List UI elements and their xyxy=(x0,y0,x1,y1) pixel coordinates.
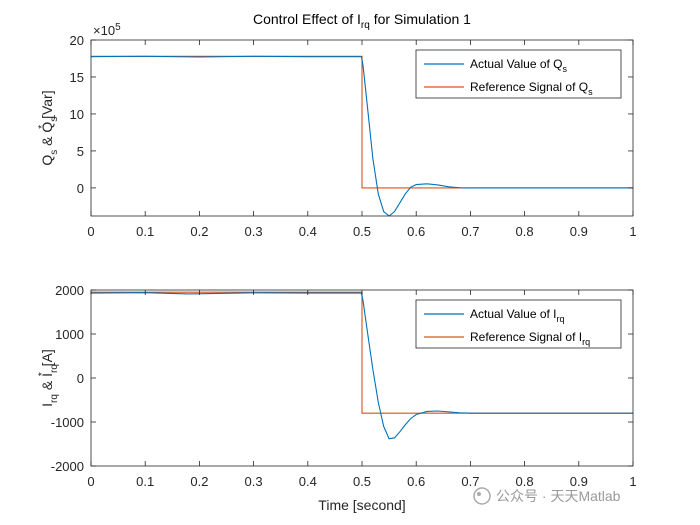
bottom-axes: 0 0.1 0.2 0.3 0.4 0.5 0.6 0.7 0.8 0.9 1 -2000 -1000 0… xyxy=(37,283,637,513)
y-tick-label: 0 xyxy=(77,181,84,196)
legend: Actual Value of Irq Reference Signal of I… xyxy=(415,299,622,349)
x-tick-label: 0.9 xyxy=(570,224,588,239)
x-tick-label: 0.3 xyxy=(245,474,263,489)
x-tick-label: 0 xyxy=(87,224,94,239)
y-tick-label: 10 xyxy=(70,107,84,122)
x-tick-label: 0.2 xyxy=(190,224,208,239)
x-tick-label: 0.1 xyxy=(136,474,154,489)
x-tick-label: 0.9 xyxy=(570,474,588,489)
x-tick-label: 0.8 xyxy=(516,224,534,239)
chart-title: Control Effect of Irq for Simulation 1 xyxy=(253,11,471,31)
y-axis-label: Irq & Irq* [A] xyxy=(37,349,60,407)
x-tick-label: 0.8 xyxy=(516,474,534,489)
x-tick-label: 1 xyxy=(629,474,636,489)
x-tick-label: 0.1 xyxy=(136,224,154,239)
x-tick-label: 0.3 xyxy=(245,224,263,239)
y-tick-label: 0 xyxy=(77,371,84,386)
x-tick-label: 0.4 xyxy=(299,224,317,239)
legend: Actual Value of Qs Reference Signal of Qs xyxy=(415,49,622,99)
y-tick-label: 2000 xyxy=(55,283,84,298)
series-actual-line xyxy=(91,55,633,216)
legend-box xyxy=(415,299,622,349)
x-tick-label: 1 xyxy=(629,224,636,239)
x-tick-label: 0.5 xyxy=(353,224,371,239)
wechat-icon-inner xyxy=(477,492,481,496)
series-actual-line xyxy=(91,292,633,440)
x-tick-label: 0.5 xyxy=(353,474,371,489)
x-axis-label: Time [second] xyxy=(318,497,405,513)
watermark: 公众号 · 天天Matlab xyxy=(473,487,621,505)
y-tick-label: 5 xyxy=(77,144,84,159)
y-tick-label: 15 xyxy=(70,70,84,85)
series-group xyxy=(91,55,633,216)
legend-box xyxy=(415,49,622,99)
x-tick-label: 0.6 xyxy=(407,224,425,239)
wechat-icon xyxy=(473,487,491,505)
x-tick-label: 0.7 xyxy=(461,224,479,239)
legend-entry: Actual Value of Qs xyxy=(470,57,568,74)
legend-entry: Actual Value of Irq xyxy=(470,307,565,324)
x-tick-label: 0.4 xyxy=(299,474,317,489)
y-axis-label: Qs & Qs* [Var] xyxy=(37,90,60,165)
x-tick-label: 0 xyxy=(87,474,94,489)
legend-entry: Reference Signal of Qs xyxy=(470,80,593,97)
y-tick-label: -2000 xyxy=(51,459,84,474)
x-tick-label: 0.2 xyxy=(190,474,208,489)
y-tick-label: 20 xyxy=(70,33,84,48)
x-tick-label: 0.6 xyxy=(407,474,425,489)
top-axes: 0 0.1 0.2 0.3 0.4 0.5 0.6 0.7 0.8 0.9 105101520×10… xyxy=(37,11,637,239)
watermark-text: 公众号 · 天天Matlab xyxy=(496,488,621,504)
x-tick-label: 0.7 xyxy=(461,474,479,489)
legend-entry: Reference Signal of Irq xyxy=(470,330,590,347)
y-tick-label: 1000 xyxy=(55,327,84,342)
series-group xyxy=(91,291,633,440)
y-exponent-label: ×105 xyxy=(93,22,121,38)
y-tick-label: -1000 xyxy=(51,415,84,430)
